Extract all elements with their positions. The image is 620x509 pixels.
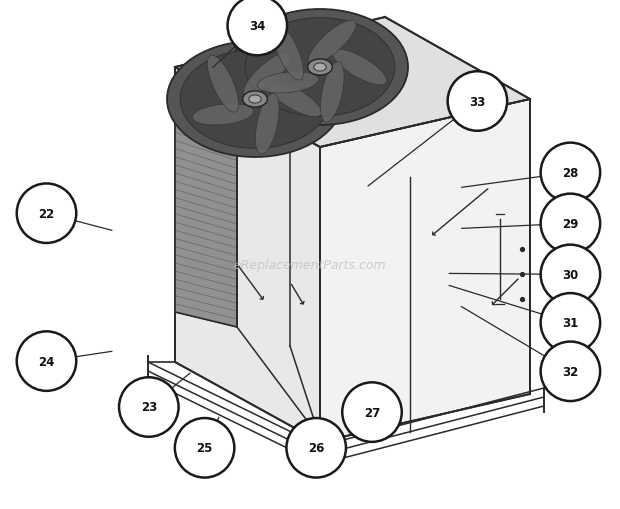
Text: 26: 26 <box>308 441 324 455</box>
Text: 28: 28 <box>562 166 578 180</box>
Polygon shape <box>175 18 530 148</box>
Text: 22: 22 <box>38 207 55 220</box>
Ellipse shape <box>308 60 332 76</box>
Ellipse shape <box>272 24 304 81</box>
Circle shape <box>541 294 600 353</box>
Ellipse shape <box>267 82 322 118</box>
Circle shape <box>17 332 76 391</box>
Circle shape <box>541 144 600 203</box>
Polygon shape <box>320 100 530 442</box>
Ellipse shape <box>207 56 239 113</box>
Text: 32: 32 <box>562 365 578 378</box>
Polygon shape <box>175 68 320 442</box>
Polygon shape <box>175 76 237 327</box>
Ellipse shape <box>332 50 387 86</box>
Ellipse shape <box>249 96 261 104</box>
Circle shape <box>342 383 402 442</box>
Circle shape <box>541 342 600 401</box>
Text: eReplacementParts.com: eReplacementParts.com <box>234 258 386 271</box>
Ellipse shape <box>180 50 330 149</box>
Text: 25: 25 <box>197 441 213 455</box>
Ellipse shape <box>255 95 279 155</box>
Text: 33: 33 <box>469 95 485 108</box>
Ellipse shape <box>242 92 267 108</box>
Text: 23: 23 <box>141 401 157 414</box>
Text: 29: 29 <box>562 217 578 231</box>
Text: 30: 30 <box>562 268 578 281</box>
Text: 31: 31 <box>562 317 578 330</box>
Circle shape <box>541 245 600 304</box>
Ellipse shape <box>321 63 344 123</box>
Ellipse shape <box>232 10 408 126</box>
Circle shape <box>541 194 600 253</box>
Circle shape <box>119 378 179 437</box>
Ellipse shape <box>245 19 395 117</box>
Circle shape <box>228 0 287 56</box>
Circle shape <box>175 418 234 477</box>
Text: 34: 34 <box>249 20 265 33</box>
Ellipse shape <box>244 53 291 97</box>
Ellipse shape <box>308 21 356 65</box>
Ellipse shape <box>167 42 343 158</box>
Text: 27: 27 <box>364 406 380 419</box>
Ellipse shape <box>192 104 254 126</box>
Circle shape <box>448 72 507 131</box>
Ellipse shape <box>257 73 319 94</box>
Text: 24: 24 <box>38 355 55 368</box>
Circle shape <box>286 418 346 477</box>
Circle shape <box>17 184 76 243</box>
Ellipse shape <box>314 64 326 72</box>
